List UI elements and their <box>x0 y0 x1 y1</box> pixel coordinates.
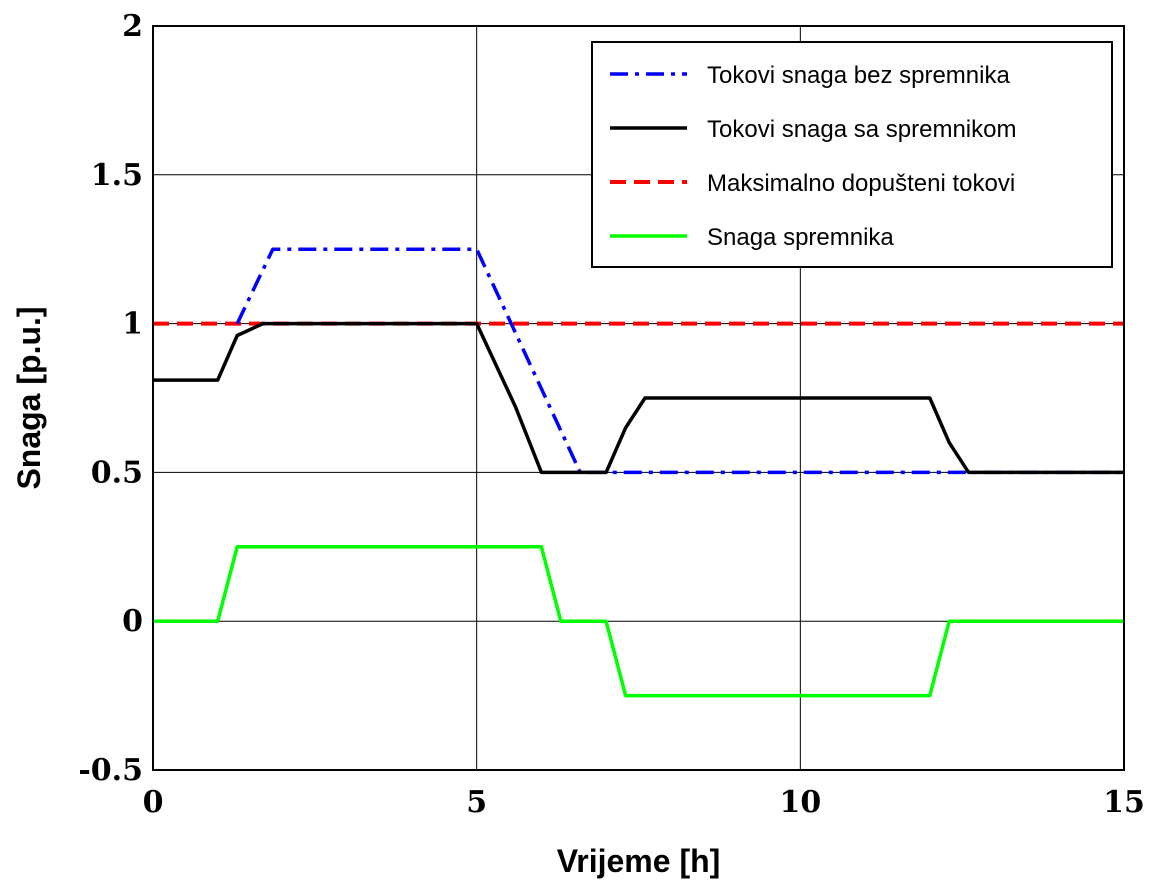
y-tick-label: 1 <box>122 307 143 342</box>
x-axis-label: Vrijeme [h] <box>557 843 721 879</box>
x-tick-label: 10 <box>779 785 821 820</box>
y-axis-label: Snaga [p.u.] <box>11 306 47 489</box>
series-line-3 <box>153 545 1124 698</box>
series-lines <box>153 247 1124 698</box>
legend-label-3: Snaga spremnika <box>707 224 894 251</box>
x-tick-label: 0 <box>143 785 164 820</box>
y-tick-label: -0.5 <box>78 753 143 788</box>
y-tick-labels: -0.5 0 0.5 1 1.5 2 <box>78 9 143 788</box>
legend-label-1: Tokovi snaga sa spremnikom <box>707 116 1016 143</box>
y-tick-label: 2 <box>122 9 143 44</box>
legend-label-0: Tokovi snaga bez spremnika <box>707 62 1010 89</box>
x-tick-label: 5 <box>466 785 487 820</box>
legend: Tokovi snaga bez spremnika Tokovi snaga s… <box>591 41 1113 268</box>
x-tick-labels: 0 5 10 15 <box>143 785 1145 820</box>
y-tick-label: 0.5 <box>91 455 143 490</box>
y-tick-label: 1.5 <box>91 158 143 193</box>
series-line-1 <box>153 321 1124 475</box>
y-tick-label: 0 <box>122 604 143 639</box>
x-tick-label: 15 <box>1103 785 1145 820</box>
plot-frame <box>152 25 1125 771</box>
legend-box <box>591 41 1113 268</box>
legend-label-2: Maksimalno dopušteni tokovi <box>707 170 1015 197</box>
